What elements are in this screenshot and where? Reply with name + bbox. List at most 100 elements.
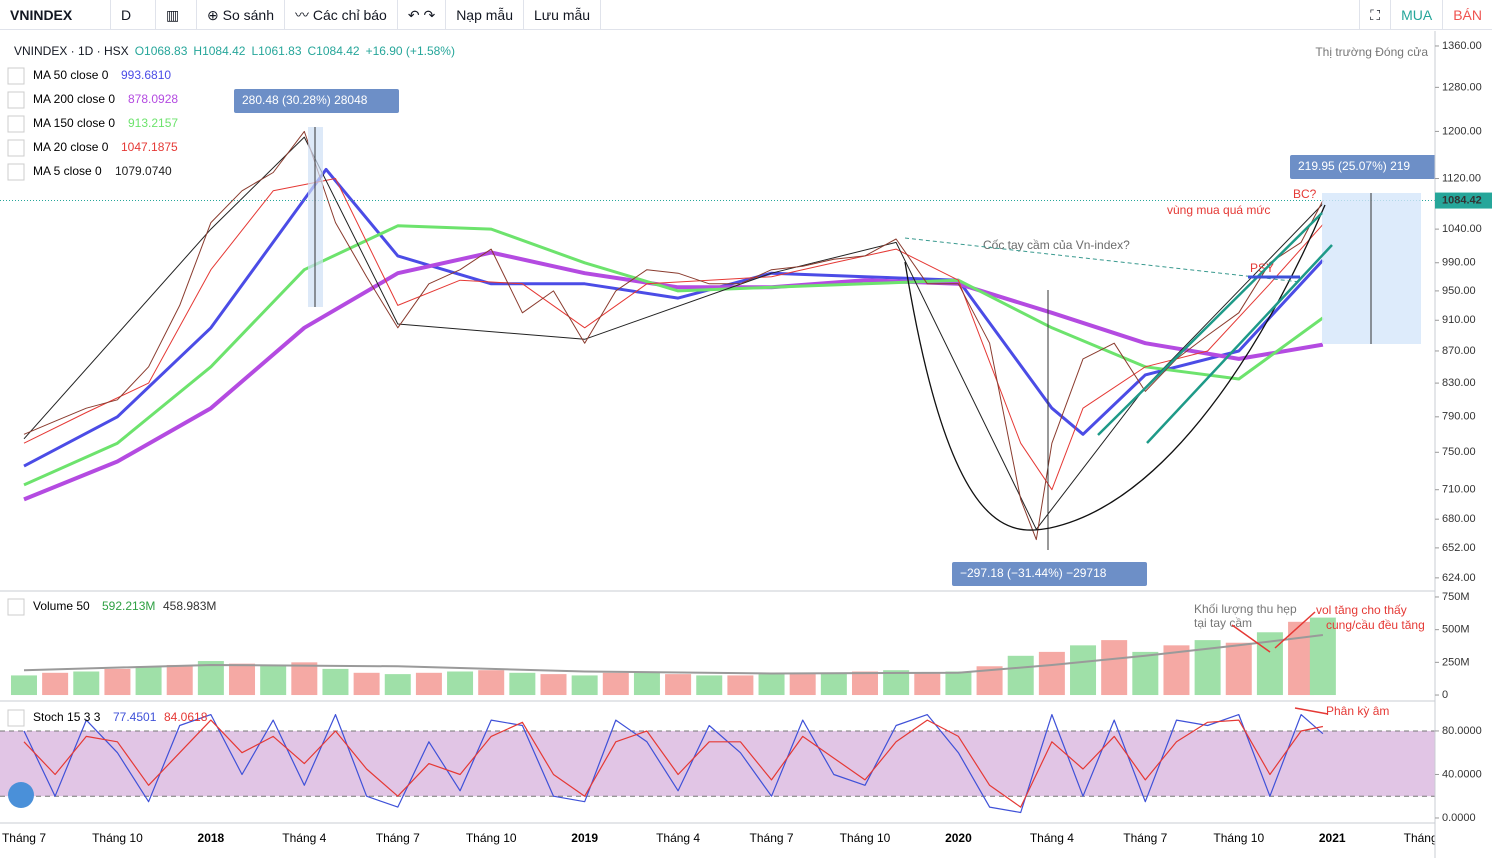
- sell[interactable]: BÁN: [1442, 0, 1492, 30]
- annotation: BC?: [1293, 187, 1317, 201]
- y-tick-label: 680.00: [1442, 513, 1476, 525]
- last-price-label: 1084.42: [1442, 194, 1482, 206]
- undo[interactable]: ↶ ↷: [398, 0, 447, 30]
- legend-name: MA 200 close 0: [33, 92, 115, 106]
- x-tick-label: Tháng 10: [1213, 831, 1264, 845]
- volume-bar: [1070, 645, 1097, 696]
- volume-bar: [1288, 621, 1315, 696]
- symbol[interactable]: VNINDEX: [0, 0, 111, 30]
- x-tick-label: Tháng 10: [840, 831, 891, 845]
- y-tick-label: 80.0000: [1442, 725, 1482, 737]
- stoch-line: [23, 714, 1324, 814]
- price-axis: 1360.00 1280.00 1200.00 1120.00 1040.00 990.0…: [1434, 31, 1492, 858]
- y-tick-label: 500M: [1442, 624, 1470, 636]
- y-tick-label: 750.00: [1442, 446, 1476, 458]
- volume-bar: [851, 671, 878, 696]
- volume-bar: [914, 672, 941, 696]
- y-tick-label: 250M: [1442, 656, 1470, 668]
- volume-bar: [166, 664, 193, 696]
- y-tick-label: 910.00: [1442, 314, 1476, 326]
- ma-line: [23, 178, 1324, 491]
- annotation: Khối lượng thu hẹp: [1194, 602, 1297, 616]
- x-tick-label: Tháng 7: [750, 831, 794, 845]
- pane-title: Volume 50: [33, 599, 90, 613]
- legend-toggle[interactable]: [7, 139, 25, 157]
- header-part: C1084.42: [308, 44, 360, 58]
- legend-name: MA 50 close 0: [33, 68, 109, 82]
- volume-bar: [384, 674, 411, 696]
- trend-line: [904, 237, 1301, 283]
- y-tick-label: 870.00: [1442, 345, 1476, 357]
- measure-label: 219.95 (25.07%) 219: [1298, 159, 1410, 173]
- close-line: [23, 130, 1324, 541]
- legend-toggle[interactable]: [7, 163, 25, 181]
- fullscreen[interactable]: ⛶: [1359, 0, 1392, 30]
- indicators-label: Các chỉ báo: [312, 6, 387, 23]
- x-tick-label: Tháng 7: [2, 831, 46, 845]
- volume-bar: [1132, 651, 1159, 696]
- volume-bar: [602, 672, 629, 696]
- y-tick-label: 710.00: [1442, 484, 1476, 496]
- volume-bar: [73, 671, 100, 696]
- volume-bar: [322, 668, 349, 696]
- volume-bar: [758, 674, 785, 696]
- x-tick-label: Tháng 10: [92, 831, 143, 845]
- save[interactable]: Lưu mẫu: [524, 0, 602, 30]
- legend-toggle[interactable]: [7, 67, 25, 85]
- volume-bar: [135, 666, 162, 696]
- header-part: O1068.83: [135, 44, 188, 58]
- x-tick-label: Tháng 4: [282, 831, 326, 845]
- measure-label-box: [234, 89, 399, 113]
- plot-area: Tháng 7 Tháng 10 2018 Tháng 4 Tháng 7 Tháng 1…: [0, 89, 1435, 845]
- volume-bar: [665, 674, 692, 696]
- y-tick-label: 40.0000: [1442, 768, 1482, 780]
- market-status: Thị trường Đóng cửa: [1315, 45, 1428, 59]
- x-tick-label: 2018: [198, 831, 225, 845]
- header-part: L1061.83: [251, 44, 301, 58]
- stoch-band: [0, 730, 1435, 797]
- measure-label: −297.18 (−31.44%) −29718: [960, 566, 1107, 580]
- volume-bar: [10, 675, 37, 696]
- legend-toggle[interactable]: [7, 598, 25, 616]
- annotation: PSY: [1250, 261, 1274, 275]
- pane-title: Stoch 15 3 3: [33, 710, 101, 724]
- volume-bar: [820, 672, 847, 696]
- volume-bar: [571, 675, 598, 696]
- x-tick-label: Tháng 4: [1030, 831, 1074, 845]
- legend-value: 77.4501: [113, 710, 157, 724]
- load[interactable]: Nạp mẫu: [446, 0, 524, 30]
- x-tick-label: Tháng 7: [1123, 831, 1167, 845]
- x-tick-label: 2021: [1319, 831, 1346, 845]
- axis-bg: [1435, 31, 1492, 858]
- indicators[interactable]: 〰 Các chỉ báo: [285, 0, 398, 30]
- interval[interactable]: D: [111, 0, 156, 30]
- ma-line: [23, 224, 1324, 487]
- compare[interactable]: ⊕ So sánh: [197, 0, 285, 30]
- channel-line: [1146, 244, 1333, 444]
- logo: [8, 782, 34, 808]
- volume-bar: [415, 672, 442, 696]
- legend-toggle[interactable]: [7, 709, 25, 727]
- volume-bar: [1101, 640, 1128, 696]
- legend-value: 878.0928: [128, 92, 178, 106]
- x-tick-label: Tháng 7: [376, 831, 420, 845]
- header-part: +16.90 (+1.58%): [366, 44, 455, 58]
- x-tick-label: Tháng 10: [466, 831, 517, 845]
- stoch-line: [23, 719, 1324, 808]
- legend-name: MA 5 close 0: [33, 164, 102, 178]
- legend-toggle[interactable]: [7, 91, 25, 109]
- legend-toggle[interactable]: [7, 115, 25, 133]
- volume-bar: [883, 670, 910, 696]
- volume-bar: [509, 672, 536, 696]
- header-part: VNINDEX · 1D · HSX: [14, 44, 129, 58]
- y-tick-label: 1360.00: [1442, 40, 1482, 52]
- buy[interactable]: MUA: [1401, 6, 1433, 23]
- volume-bar: [478, 670, 505, 696]
- y-tick-label: 0.0000: [1442, 812, 1476, 824]
- chart-type[interactable]: ▥: [156, 0, 197, 30]
- legend-value: 993.6810: [121, 68, 171, 82]
- y-tick-label: 0: [1442, 689, 1448, 701]
- annotation: cung/cầu đều tăng: [1326, 618, 1425, 632]
- toolbar: VNINDEX D ▥ ⊕ So sánh 〰 Các chỉ báo ↶ ↷ …: [0, 0, 1492, 30]
